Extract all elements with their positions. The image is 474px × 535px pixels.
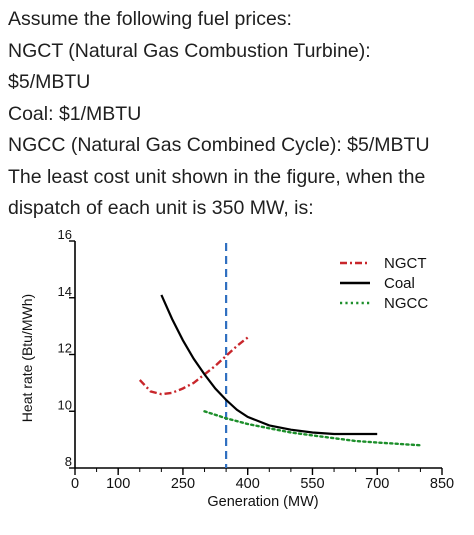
x-tick-label: 250	[171, 476, 195, 492]
legend-label-ngcc: NGCC	[384, 295, 428, 312]
chart-axes: 8 10 12 14 16 0 100 250 400 550 700 850	[58, 228, 455, 492]
question-line: $5/MBTU	[8, 71, 91, 93]
x-tick-label: 850	[430, 476, 454, 492]
series-line-ngct	[138, 336, 249, 396]
series-line-ngcc	[203, 410, 422, 447]
question-line: The least cost unit shown in the figure,…	[8, 165, 426, 188]
question-line: Coal: $1/MBTU	[8, 102, 142, 125]
x-axis-label: Generation (MW)	[207, 494, 318, 510]
question-line: Assume the following fuel prices:	[8, 8, 292, 30]
legend: NGCT Coal NGCC	[340, 255, 428, 312]
y-tick-label: 16	[58, 228, 72, 242]
question-line: NGCC (Natural Gas Combined Cycle): $5/MB…	[8, 134, 430, 156]
x-tick-label: 100	[106, 476, 130, 492]
y-tick-label: 14	[58, 284, 72, 299]
question-text: Assume the following fuel prices: NGCT (…	[8, 4, 468, 225]
x-tick-label: 700	[365, 476, 389, 492]
series-line-coal	[160, 294, 378, 436]
legend-label-coal: Coal	[384, 275, 415, 292]
y-tick-label: 10	[58, 397, 72, 412]
y-axis-label: Heat rate (Btu/MWh)	[19, 294, 35, 422]
x-tick-label: 0	[71, 476, 79, 492]
series-group	[138, 294, 422, 447]
x-tick-label: 550	[300, 476, 324, 492]
legend-label-ngct: NGCT	[384, 255, 427, 272]
question-line: dispatch of each unit is 350 MW, is:	[8, 197, 314, 219]
y-tick-label: 8	[65, 454, 72, 469]
y-tick-label: 12	[58, 341, 72, 356]
question-line: NGCT (Natural Gas Combustion Turbine):	[8, 39, 371, 62]
x-tick-label: 400	[236, 476, 260, 492]
